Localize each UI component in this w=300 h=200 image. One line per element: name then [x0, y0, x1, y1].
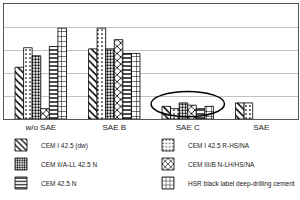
- svg-text:CEM I 42.5 R-HS/NA: CEM I 42.5 R-HS/NA: [188, 142, 250, 149]
- svg-text:CEM I 42.5 (dw): CEM I 42.5 (dw): [41, 142, 88, 150]
- svg-text:w/o SAE: w/o SAE: [24, 123, 56, 132]
- svg-text:CEM III/B N-LH/HS/NA: CEM III/B N-LH/HS/NA: [188, 161, 255, 168]
- svg-text:SAE C: SAE C: [176, 123, 200, 132]
- svg-text:HSR black label deep-drilling: HSR black label deep-drilling cement: [188, 180, 295, 188]
- svg-text:CEM 42.5 N: CEM 42.5 N: [41, 180, 77, 187]
- svg-text:SAE B: SAE B: [102, 123, 126, 132]
- svg-text:SAE: SAE: [253, 123, 269, 132]
- svg-text:CEM II/A-LL 42.5 N: CEM II/A-LL 42.5 N: [41, 161, 97, 168]
